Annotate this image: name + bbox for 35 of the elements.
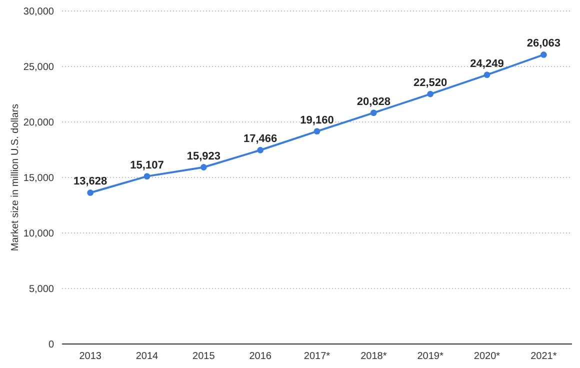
- x-tick-label: 2021*: [530, 351, 557, 362]
- point: [87, 190, 94, 196]
- x-tick-label: 2020*: [474, 351, 500, 362]
- data-label: 17,466: [244, 133, 278, 146]
- y-tick-label: 25,000: [23, 62, 54, 73]
- data-label: 24,249: [470, 58, 504, 70]
- data-label: 22,520: [414, 77, 448, 90]
- y-tick-label: 5,000: [28, 284, 54, 295]
- y-tick-label: 20,000: [23, 118, 54, 128]
- x-tick-label: 2014: [136, 351, 159, 362]
- y-axis-title: Market size in million U.S. dollars: [10, 104, 21, 252]
- point: [257, 146, 264, 154]
- y-tick-label: 10,000: [23, 228, 54, 240]
- x-tick-label: 2016: [249, 351, 272, 362]
- data-label: 19,160: [300, 114, 334, 126]
- x-tick-label: 2019*: [417, 351, 444, 362]
- point: [314, 128, 320, 135]
- point: [427, 90, 434, 98]
- data-label: 13,628: [74, 176, 108, 188]
- point: [370, 110, 377, 116]
- x-tick-label: 2013: [79, 351, 102, 362]
- point: [200, 164, 207, 170]
- point: [484, 72, 490, 78]
- x-tick-label: 2017*: [304, 351, 330, 362]
- data-label: 26,063: [526, 38, 560, 50]
- x-tick-label: 2015: [192, 351, 216, 362]
- data-label: 15,923: [186, 150, 220, 162]
- x-tick-label: 2018*: [360, 351, 387, 362]
- data-label: 15,107: [130, 159, 164, 172]
- point: [540, 52, 547, 58]
- data-label: 20,828: [356, 96, 390, 108]
- y-tick-label: 30,000: [23, 6, 54, 18]
- y-tick-label: 0: [48, 340, 54, 350]
- point: [144, 173, 150, 180]
- y-tick-label: 15,000: [23, 173, 54, 184]
